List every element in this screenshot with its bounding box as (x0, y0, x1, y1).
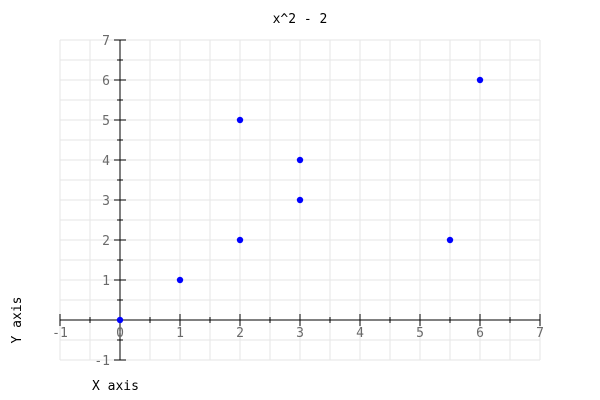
x-tick-label: 2 (236, 326, 244, 341)
x-tick-label: 5 (416, 326, 424, 341)
y-tick-label: 7 (102, 34, 110, 49)
x-tick-label: 7 (536, 326, 544, 341)
data-point (176, 276, 184, 284)
axes (59, 39, 541, 361)
y-axis-title: Y axis (10, 297, 25, 344)
data-point (116, 316, 124, 324)
y-tick-label: 5 (102, 114, 110, 129)
y-tick-label: 2 (102, 234, 110, 249)
data-point (476, 76, 484, 84)
data-point (296, 196, 304, 204)
y-tick-label: -1 (94, 354, 110, 369)
tick-labels: -1 0 1 2 3 4 5 6 7 -1 1 2 3 4 5 6 7 (52, 34, 544, 369)
x-tick-label: 6 (476, 326, 484, 341)
x-tick-label: 0 (116, 326, 124, 341)
y-tick-label: 6 (102, 74, 110, 89)
y-tick-label: 4 (102, 154, 110, 169)
x-axis-title: X axis (92, 379, 139, 394)
x-tick-label: 1 (176, 326, 184, 341)
data-point (236, 236, 244, 244)
x-tick-label: -1 (52, 326, 68, 341)
data-point (296, 156, 304, 164)
chart-title: x^2 - 2 (273, 12, 328, 27)
data-points (116, 76, 484, 324)
y-tick-label: 3 (102, 194, 110, 209)
x-tick-label: 4 (356, 326, 364, 341)
data-point (446, 236, 454, 244)
y-tick-label: 1 (102, 274, 110, 289)
grid (59, 39, 541, 361)
data-point (236, 116, 244, 124)
x-tick-label: 3 (296, 326, 304, 341)
